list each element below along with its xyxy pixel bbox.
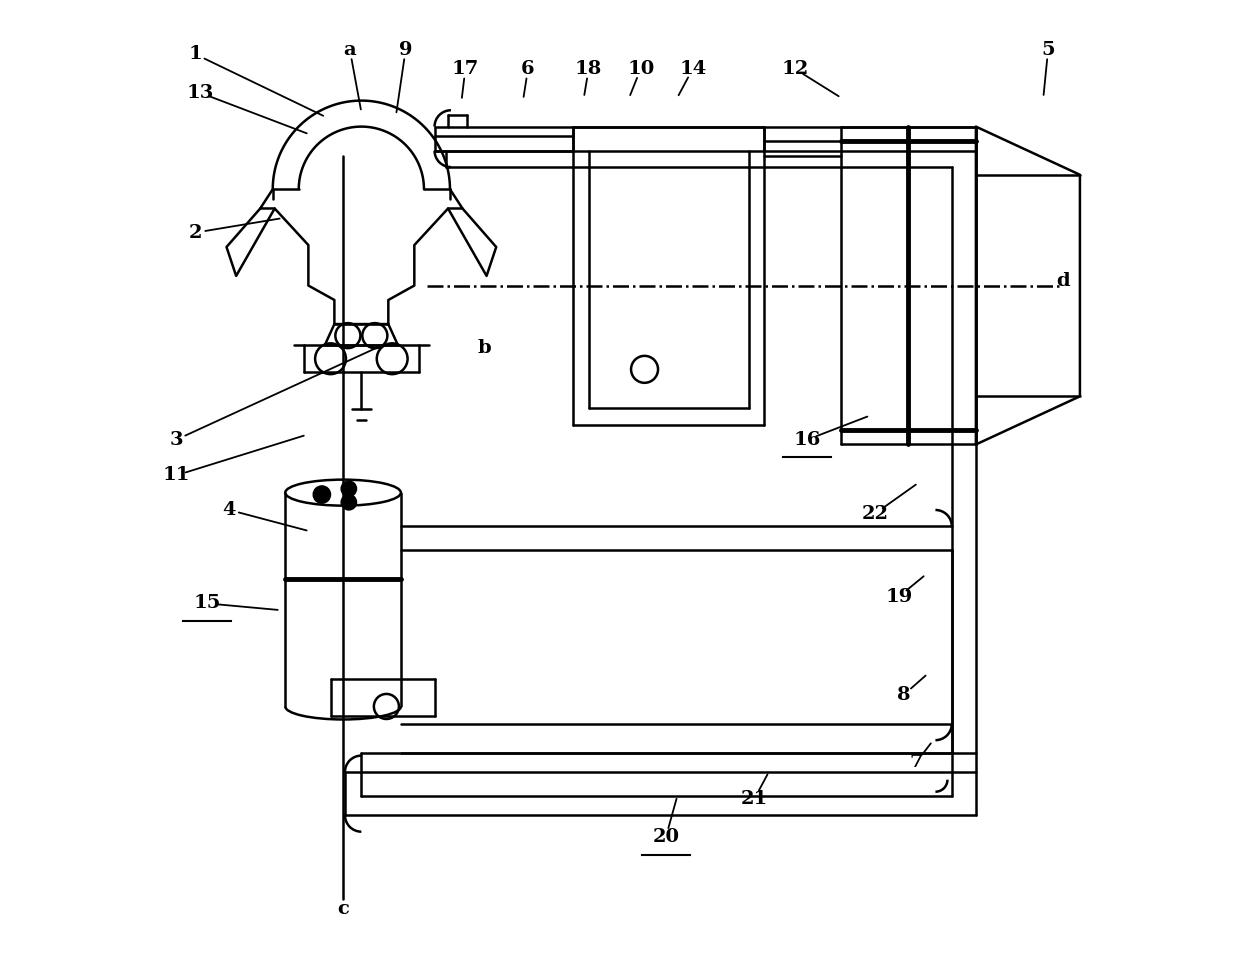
Text: 15: 15 bbox=[193, 594, 221, 612]
Text: b: b bbox=[478, 339, 492, 357]
Text: 12: 12 bbox=[781, 60, 808, 78]
Text: 13: 13 bbox=[187, 84, 214, 101]
Text: 20: 20 bbox=[652, 829, 679, 846]
Text: 14: 14 bbox=[679, 60, 706, 78]
Text: 3: 3 bbox=[170, 431, 183, 448]
Circle shape bbox=[341, 495, 357, 510]
Text: 8: 8 bbox=[897, 686, 911, 704]
Text: 7: 7 bbox=[909, 753, 923, 771]
Text: a: a bbox=[343, 41, 356, 59]
Text: 17: 17 bbox=[452, 60, 479, 78]
Text: c: c bbox=[337, 899, 349, 918]
Text: 5: 5 bbox=[1041, 41, 1054, 59]
Text: 11: 11 bbox=[162, 467, 190, 484]
Text: d: d bbox=[1056, 271, 1069, 290]
Text: 18: 18 bbox=[575, 60, 602, 78]
Text: 9: 9 bbox=[399, 41, 413, 59]
Text: 22: 22 bbox=[861, 505, 888, 523]
Text: 21: 21 bbox=[741, 790, 768, 808]
Text: 1: 1 bbox=[188, 45, 202, 64]
Text: 16: 16 bbox=[794, 431, 821, 448]
Circle shape bbox=[313, 486, 331, 503]
Circle shape bbox=[341, 481, 357, 497]
Text: 6: 6 bbox=[522, 60, 535, 78]
Text: 4: 4 bbox=[223, 501, 237, 519]
Text: 2: 2 bbox=[188, 223, 202, 242]
Text: 19: 19 bbox=[885, 587, 912, 606]
Text: 10: 10 bbox=[627, 60, 654, 78]
